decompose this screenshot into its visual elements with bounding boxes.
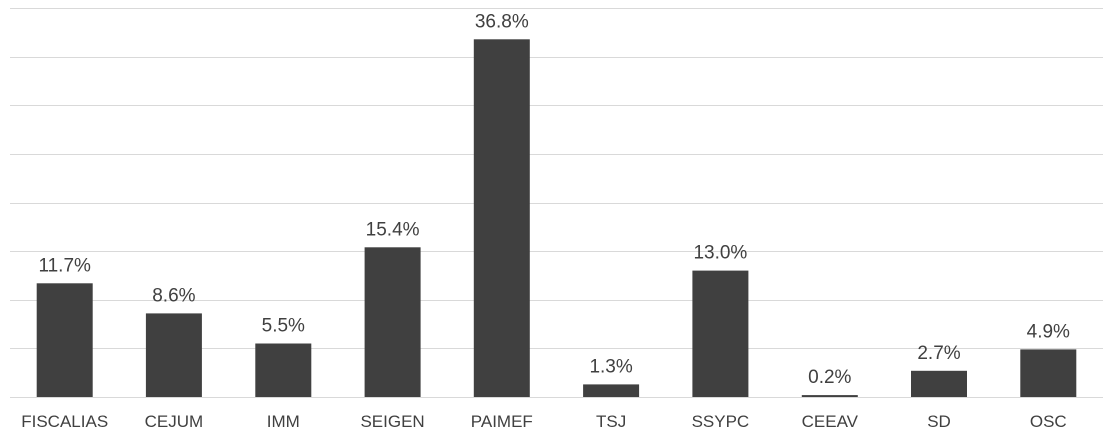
data-label-ceeav: 0.2% (808, 367, 851, 388)
x-tick-label-fiscalias: FISCALIAS (21, 412, 108, 431)
x-tick-label-ceeav: CEEAV (802, 412, 859, 431)
x-tick-label-paimef: PAIMEF (471, 412, 533, 431)
bar-sd (911, 370, 967, 397)
bar-ceeav (801, 395, 858, 397)
bar-tsj (583, 384, 640, 397)
data-labels: 11.7% 8.6% 5.5% 15.4% 36.8% 1.3% 13.0% 0.2% 2.7%… (38, 11, 1070, 388)
data-label-tsj: 1.3% (589, 356, 632, 377)
bar-seigen (364, 247, 421, 397)
x-tick-label-osc: OSC (1030, 412, 1067, 431)
data-label-osc: 4.9% (1027, 321, 1070, 342)
bar-osc (1020, 349, 1077, 397)
bar-fiscalias (36, 283, 93, 397)
data-label-sd: 2.7% (917, 343, 960, 364)
bar-ssypc (692, 270, 749, 397)
data-label-ssypc: 13.0% (693, 243, 747, 264)
x-tick-label-sd: SD (927, 412, 951, 431)
x-tick-label-cejum: CEJUM (145, 412, 204, 431)
x-tick-labels: FISCALIAS CEJUM IMM SEIGEN PAIMEF TSJ SSYPC CEE… (21, 412, 1066, 431)
bar-imm (255, 343, 312, 397)
x-tick-label-imm: IMM (267, 412, 300, 431)
x-tick-label-tsj: TSJ (596, 412, 626, 431)
x-tick-label-seigen: SEIGEN (360, 412, 424, 431)
data-label-seigen: 15.4% (366, 219, 420, 240)
data-label-fiscalias: 11.7% (38, 255, 91, 276)
bars (36, 39, 1077, 398)
data-label-cejum: 8.6% (152, 285, 195, 306)
x-tick-label-ssypc: SSYPC (692, 412, 750, 431)
bar-cejum (145, 313, 202, 397)
bar-paimef (473, 39, 530, 398)
data-label-paimef: 36.8% (475, 11, 529, 32)
data-label-imm: 5.5% (262, 316, 305, 337)
